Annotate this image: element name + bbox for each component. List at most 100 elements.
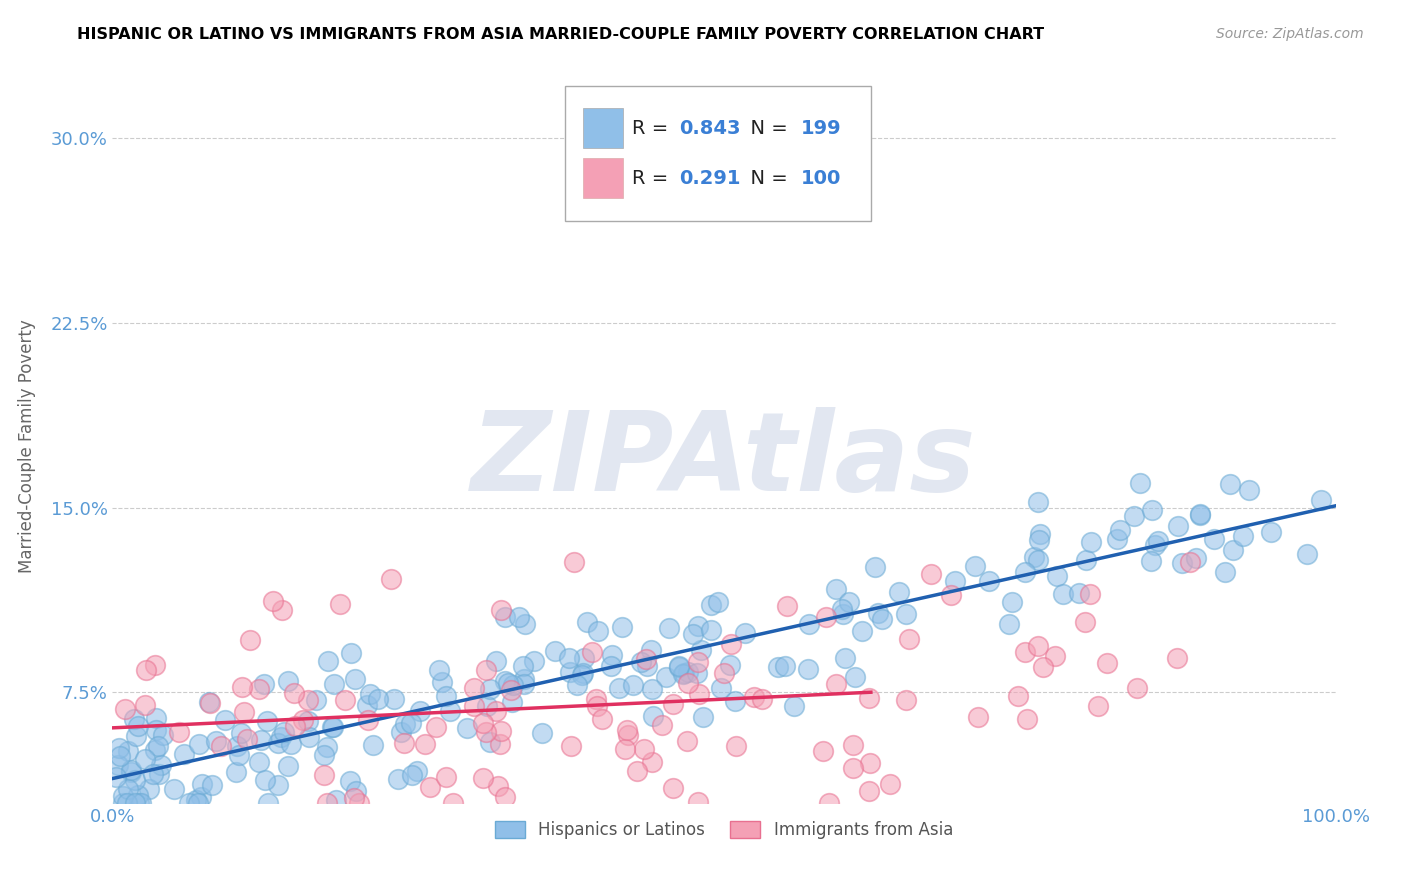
Point	[247, 681, 270, 696]
Point	[718, 657, 741, 672]
Point	[134, 698, 156, 712]
Point	[280, 737, 302, 751]
Point	[273, 724, 295, 739]
Point	[824, 582, 846, 597]
Text: R =: R =	[633, 169, 675, 188]
Point	[187, 737, 209, 751]
Point	[239, 633, 262, 648]
Text: N =: N =	[738, 119, 793, 138]
Point	[1043, 649, 1066, 664]
Point	[1074, 615, 1097, 629]
Point	[127, 718, 149, 732]
Point	[214, 713, 236, 727]
Point	[734, 626, 756, 640]
Point	[257, 796, 280, 810]
Point	[1074, 553, 1097, 567]
Text: HISPANIC OR LATINO VS IMMIGRANTS FROM ASIA MARRIED-COUPLE FAMILY POVERTY CORRELA: HISPANIC OR LATINO VS IMMIGRANTS FROM AS…	[77, 27, 1045, 42]
Point	[232, 705, 254, 719]
Point	[617, 728, 640, 742]
Point	[1237, 483, 1260, 497]
Point	[134, 752, 156, 766]
Point	[150, 757, 173, 772]
Point	[1032, 660, 1054, 674]
Point	[494, 790, 516, 805]
Point	[152, 728, 174, 742]
Point	[347, 796, 370, 810]
Point	[122, 712, 145, 726]
Point	[1166, 651, 1188, 665]
Point	[939, 588, 962, 602]
Point	[600, 648, 623, 662]
Point	[576, 615, 599, 630]
Point	[1105, 532, 1128, 546]
Point	[811, 744, 834, 758]
Point	[825, 677, 848, 691]
Text: Source: ZipAtlas.com: Source: ZipAtlas.com	[1216, 27, 1364, 41]
Point	[107, 758, 129, 772]
Point	[783, 699, 806, 714]
Point	[1143, 538, 1166, 552]
Point	[688, 687, 710, 701]
Point	[879, 777, 901, 791]
Point	[513, 676, 536, 690]
Point	[1185, 551, 1208, 566]
Point	[668, 658, 690, 673]
Point	[842, 761, 865, 775]
Point	[339, 774, 361, 789]
Point	[356, 698, 378, 713]
Point	[343, 672, 366, 686]
Point	[1140, 503, 1163, 517]
Text: 0.291: 0.291	[679, 169, 741, 188]
Point	[502, 678, 524, 692]
Point	[114, 702, 136, 716]
Point	[633, 742, 655, 756]
Point	[367, 692, 389, 706]
Point	[1215, 565, 1237, 579]
Point	[321, 720, 343, 734]
Point	[641, 755, 664, 769]
Point	[148, 739, 170, 753]
Point	[1140, 554, 1163, 568]
Point	[713, 666, 735, 681]
Point	[184, 793, 207, 807]
Point	[247, 755, 270, 769]
Point	[399, 715, 422, 730]
Point	[125, 729, 148, 743]
Point	[672, 666, 695, 681]
Point	[842, 738, 865, 752]
Point	[834, 651, 856, 665]
Point	[641, 682, 664, 697]
Point	[1026, 495, 1049, 509]
Point	[1087, 699, 1109, 714]
Point	[1296, 548, 1319, 562]
Text: ZIPAtlas: ZIPAtlas	[471, 407, 977, 514]
Point	[494, 674, 516, 689]
Point	[775, 599, 797, 613]
Point	[305, 693, 328, 707]
Point	[120, 763, 142, 777]
Point	[844, 669, 866, 683]
Point	[586, 624, 609, 639]
Point	[228, 748, 250, 763]
Point	[148, 766, 170, 780]
Point	[614, 742, 637, 756]
Point	[249, 733, 271, 747]
Point	[478, 735, 501, 749]
Point	[284, 719, 307, 733]
Point	[1080, 534, 1102, 549]
Point	[558, 665, 581, 679]
Point	[267, 778, 290, 792]
Point	[323, 677, 346, 691]
Point	[441, 796, 464, 810]
Point	[651, 718, 673, 732]
Point	[1219, 476, 1241, 491]
Point	[1232, 528, 1254, 542]
Point	[1095, 656, 1118, 670]
Point	[572, 665, 595, 680]
Point	[389, 725, 412, 739]
Point	[640, 643, 662, 657]
Point	[558, 651, 581, 665]
Point	[361, 738, 384, 752]
Point	[253, 773, 276, 788]
Point	[463, 681, 485, 695]
